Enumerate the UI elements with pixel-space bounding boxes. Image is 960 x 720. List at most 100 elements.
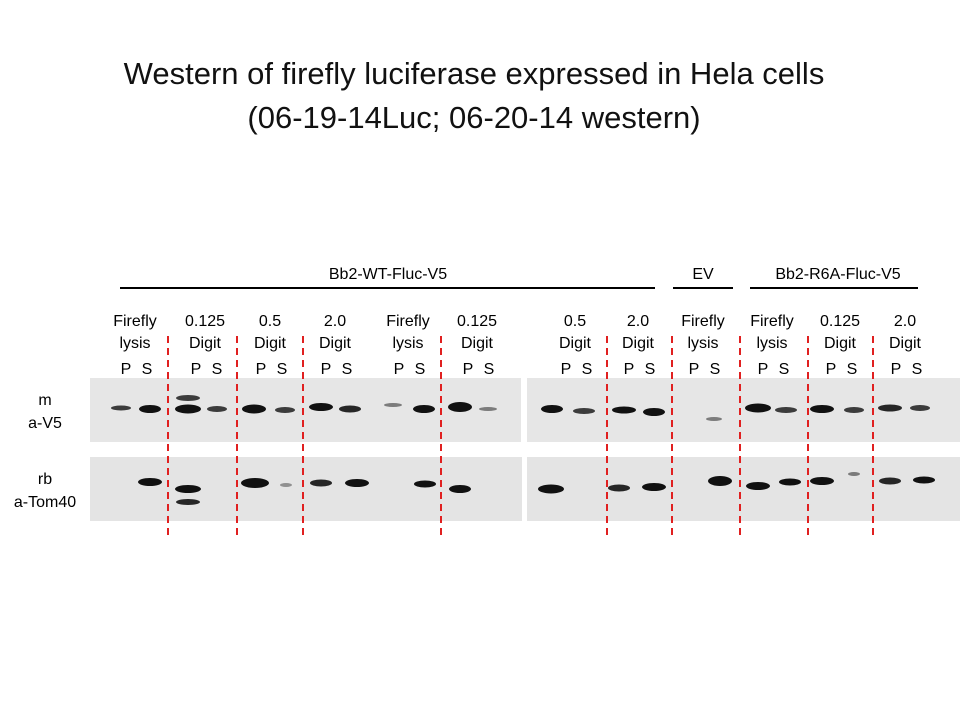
fraction-label: P — [463, 361, 474, 378]
band — [612, 406, 636, 414]
fraction-label: S — [142, 361, 153, 378]
band — [339, 405, 361, 413]
band — [810, 477, 834, 485]
lane-label: 0.125 — [185, 313, 225, 330]
fraction-label: P — [826, 361, 837, 378]
band — [309, 403, 333, 411]
band — [414, 480, 436, 488]
band — [241, 478, 269, 488]
band — [706, 417, 722, 421]
band — [541, 405, 563, 413]
band — [413, 405, 435, 413]
blot-panel — [527, 457, 960, 521]
lane-label: lysis — [687, 335, 718, 352]
bands — [111, 395, 935, 505]
fraction-label: S — [484, 361, 495, 378]
band — [310, 479, 332, 487]
lane-label: 2.0 — [324, 313, 346, 330]
band — [573, 408, 595, 414]
lane-label: Digit — [622, 335, 655, 352]
band — [207, 406, 227, 412]
lane-dividers — [167, 336, 874, 536]
fraction-label: S — [212, 361, 223, 378]
title-line: Western of firefly luciferase expressed … — [124, 56, 825, 91]
band — [879, 477, 901, 485]
lane-label: Digit — [559, 335, 592, 352]
fraction-label: P — [321, 361, 332, 378]
band — [642, 483, 666, 491]
fraction-label: S — [277, 361, 288, 378]
band — [479, 407, 497, 411]
band — [242, 404, 266, 414]
fraction-label: P — [561, 361, 572, 378]
group-label: EV — [692, 266, 714, 283]
lane-label: 0.125 — [820, 313, 860, 330]
group-label: Bb2-WT-Fluc-V5 — [329, 266, 447, 283]
band — [138, 478, 162, 486]
band — [345, 479, 369, 487]
blot-species: rb — [38, 471, 52, 488]
fraction-label: S — [582, 361, 593, 378]
band — [449, 485, 471, 493]
fraction-label: S — [847, 361, 858, 378]
lane-label: 0.125 — [457, 313, 497, 330]
band — [608, 484, 630, 492]
band — [844, 407, 864, 413]
lane-label: Digit — [254, 335, 287, 352]
fraction-label: P — [121, 361, 132, 378]
lane-label: 0.5 — [564, 313, 586, 330]
fraction-label: S — [710, 361, 721, 378]
fraction-label: S — [912, 361, 923, 378]
lane-label: 2.0 — [627, 313, 649, 330]
band — [643, 408, 665, 416]
lane-label: Firefly — [681, 313, 725, 330]
blot-species: m — [38, 392, 51, 409]
lane-label: Digit — [889, 335, 922, 352]
fraction-label: P — [624, 361, 635, 378]
fraction-label: P — [891, 361, 902, 378]
fraction-label: S — [415, 361, 426, 378]
band — [384, 403, 402, 407]
title-line: (06-19-14Luc; 06-20-14 western) — [247, 100, 700, 135]
lane-label: Firefly — [386, 313, 430, 330]
band — [111, 405, 131, 411]
band — [139, 405, 161, 413]
fraction-label: S — [779, 361, 790, 378]
lane-label: 0.5 — [259, 313, 281, 330]
band — [175, 485, 201, 493]
fraction-label: P — [689, 361, 700, 378]
lane-label: lysis — [756, 335, 787, 352]
band — [913, 476, 935, 484]
lane-label: Digit — [824, 335, 857, 352]
band — [810, 405, 834, 413]
lane-label: Firefly — [113, 313, 157, 330]
band — [775, 407, 797, 413]
lane-label: lysis — [392, 335, 423, 352]
band — [848, 472, 860, 476]
lane-label: Firefly — [750, 313, 794, 330]
band — [448, 402, 472, 412]
blot-panel — [90, 378, 521, 442]
band — [280, 483, 292, 487]
fraction-label: S — [645, 361, 656, 378]
band — [176, 395, 200, 401]
band — [745, 403, 771, 413]
band — [878, 404, 902, 412]
lane-label: Digit — [461, 335, 494, 352]
fraction-label: P — [256, 361, 267, 378]
band — [910, 405, 930, 411]
fraction-label: P — [191, 361, 202, 378]
band — [538, 484, 564, 494]
band — [176, 499, 200, 505]
band — [746, 482, 770, 490]
band — [275, 407, 295, 413]
lane-label: Digit — [189, 335, 222, 352]
lane-label: lysis — [119, 335, 150, 352]
band — [779, 478, 801, 486]
blot-antibody: a-Tom40 — [14, 494, 76, 511]
fraction-label: P — [758, 361, 769, 378]
group-label: Bb2-R6A-Fluc-V5 — [775, 266, 900, 283]
band — [175, 404, 201, 414]
